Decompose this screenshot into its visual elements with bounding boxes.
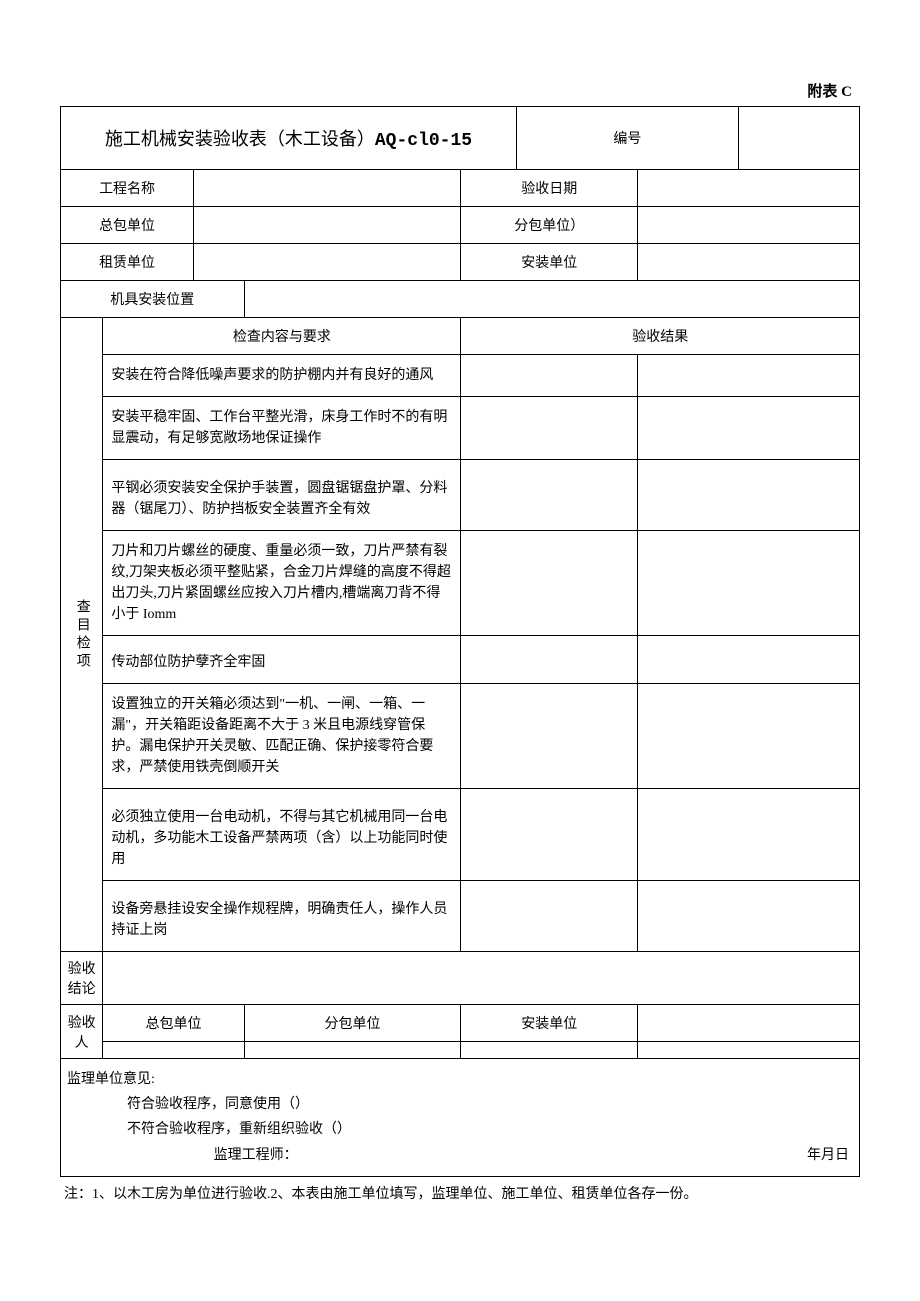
serial-value <box>738 107 859 170</box>
project-name-value <box>194 170 461 207</box>
supervisor-line: 符合验收程序，同意使用（） <box>67 1092 853 1117</box>
conclusion-label: 验收结论 <box>61 952 103 1005</box>
check-section-label: 查目检项 <box>61 318 103 952</box>
check-result <box>461 531 638 636</box>
check-result <box>638 355 860 397</box>
accept-date-label: 验收日期 <box>461 170 638 207</box>
supervisor-line: 不符合验收程序，重新组织验收（） <box>67 1117 853 1142</box>
general-contractor-value <box>194 207 461 244</box>
acceptor-sign <box>244 1042 461 1059</box>
acceptor-subcontractor: 分包单位 <box>244 1005 461 1042</box>
check-result <box>461 789 638 881</box>
lease-unit-value <box>194 244 461 281</box>
check-item: 设置独立的开关箱必须达到"一机、一闸、一箱、一漏"，开关箱距设备距离不大于 3 … <box>103 684 461 789</box>
acceptor-blank <box>638 1005 860 1042</box>
acceptor-sign <box>638 1042 860 1059</box>
check-result <box>638 881 860 952</box>
lease-unit-label: 租赁单位 <box>61 244 194 281</box>
check-content-header: 检查内容与要求 <box>103 318 461 355</box>
check-item: 传动部位防护孽齐全牢固 <box>103 636 461 684</box>
subcontractor-value <box>638 207 860 244</box>
supervisor-opinion: 监理单位意见: 符合验收程序，同意使用（） 不符合验收程序，重新组织验收（） 监… <box>61 1059 860 1177</box>
check-result <box>461 397 638 460</box>
acceptance-table: 施工机械安装验收表（木工设备）AQ-cl0-15 编号 工程名称 验收日期 总包… <box>60 106 860 1177</box>
install-position-value <box>244 281 859 318</box>
check-result <box>461 636 638 684</box>
acceptor-sign <box>103 1042 244 1059</box>
check-result <box>461 355 638 397</box>
supervisor-date-label: 年月日 <box>807 1143 853 1168</box>
form-title: 施工机械安装验收表（木工设备）AQ-cl0-15 <box>61 107 517 170</box>
attachment-label: 附表 C <box>60 80 860 101</box>
check-item: 必须独立使用一台电动机，不得与其它机械用同一台电动机，多功能木工设备严禁两项（含… <box>103 789 461 881</box>
check-result <box>638 636 860 684</box>
supervisor-opinion-label: 监理单位意见: <box>67 1067 853 1092</box>
general-contractor-label: 总包单位 <box>61 207 194 244</box>
check-result <box>638 789 860 881</box>
serial-label: 编号 <box>516 107 738 170</box>
footnote: 注：1、以木工房为单位进行验收.2、本表由施工单位填写，监理单位、施工单位、租赁… <box>60 1177 860 1209</box>
acceptor-label: 验收人 <box>61 1005 103 1059</box>
project-name-label: 工程名称 <box>61 170 194 207</box>
check-result <box>638 397 860 460</box>
install-position-label: 机具安装位置 <box>61 281 245 318</box>
acceptor-general-contractor: 总包单位 <box>103 1005 244 1042</box>
check-result <box>461 881 638 952</box>
conclusion-value <box>103 952 860 1005</box>
accept-date-value <box>638 170 860 207</box>
supervisor-engineer-label: 监理工程师： <box>67 1143 444 1168</box>
acceptor-install-unit: 安装单位 <box>461 1005 638 1042</box>
check-result <box>638 531 860 636</box>
subcontractor-label: 分包单位） <box>461 207 638 244</box>
check-item: 设备旁悬挂设安全操作规程牌，明确责任人，操作人员持证上岗 <box>103 881 461 952</box>
check-item: 安装平稳牢固、工作台平整光滑，床身工作时不的有明显震动，有足够宽敞场地保证操作 <box>103 397 461 460</box>
check-result <box>638 684 860 789</box>
check-result <box>461 460 638 531</box>
check-item: 刀片和刀片螺丝的硬度、重量必须一致，刀片严禁有裂纹,刀架夹板必须平整贴紧，合金刀… <box>103 531 461 636</box>
check-result-header: 验收结果 <box>461 318 860 355</box>
check-result <box>461 684 638 789</box>
acceptor-sign <box>461 1042 638 1059</box>
check-item: 安装在符合降低噪声要求的防护棚内并有良好的通风 <box>103 355 461 397</box>
install-unit-value <box>638 244 860 281</box>
check-item: 平钢必须安装安全保护手装置，圆盘锯锯盘护罩、分料器（锯尾刀）、防护挡板安全装置齐… <box>103 460 461 531</box>
install-unit-label: 安装单位 <box>461 244 638 281</box>
check-result <box>638 460 860 531</box>
